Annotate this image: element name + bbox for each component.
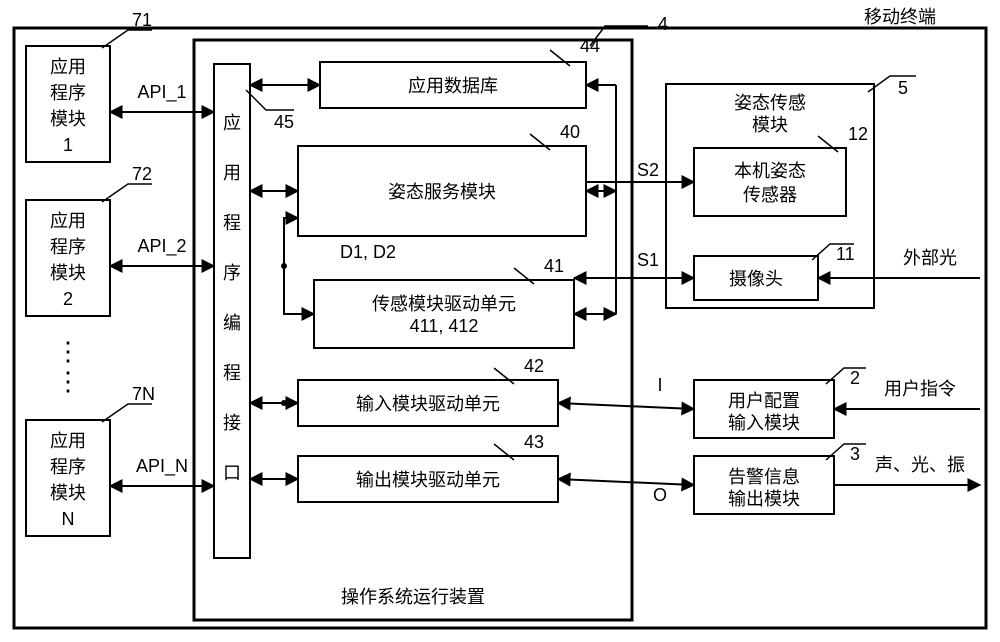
app-module-line: N <box>62 509 75 529</box>
center-label: 输出模块驱动单元 <box>356 470 500 490</box>
app-module-line: 程序 <box>50 457 86 477</box>
s1-label: S1 <box>637 250 659 270</box>
label: 告警信息 <box>728 467 800 487</box>
app-module-line: 1 <box>63 135 73 155</box>
vdots: ⋮ <box>55 336 81 366</box>
leader <box>868 76 916 92</box>
app-module-line: 模块 <box>50 109 86 129</box>
d1d2-label: D1, D2 <box>340 242 396 262</box>
app-module-line: 应用 <box>50 211 86 231</box>
id-44: 44 <box>580 36 600 56</box>
id-43: 43 <box>524 432 544 452</box>
app-module-line: 应用 <box>50 431 86 451</box>
api-interface-char: 程 <box>223 363 241 383</box>
mobile-terminal-title: 移动终端 <box>864 7 936 27</box>
center-label: 传感模块驱动单元 <box>372 294 516 314</box>
junction-dot <box>281 263 287 269</box>
app-module-line: 程序 <box>50 237 86 257</box>
api-label: API_1 <box>137 82 186 103</box>
slv-label: 声、光、振 <box>875 455 965 475</box>
s2-label: S2 <box>637 160 659 180</box>
id-4: 4 <box>658 14 668 34</box>
app-module-line: 程序 <box>50 83 86 103</box>
junction-dot <box>281 400 287 406</box>
label: 传感器 <box>743 185 797 205</box>
label: 输出模块 <box>728 489 800 509</box>
sensor-module-title: 姿态传感 <box>734 93 806 113</box>
id-72: 72 <box>132 164 152 184</box>
user-cmd-label: 用户指令 <box>884 379 956 399</box>
api-interface-char: 序 <box>223 263 241 283</box>
label: 输入模块 <box>728 413 800 433</box>
i-label: I <box>657 375 662 395</box>
label: 用户配置 <box>728 391 800 411</box>
id-12: 12 <box>848 124 868 144</box>
api-interface-box <box>214 64 250 558</box>
center-label: 姿态服务模块 <box>388 182 496 202</box>
api-interface-char: 用 <box>223 163 241 183</box>
api-label: API_2 <box>137 236 186 257</box>
app-module-line: 应用 <box>50 57 86 77</box>
api-interface-char: 接 <box>223 413 241 433</box>
diagram-canvas: 移动终端操作系统运行装置4应用程序模块171API_1应用程序模块272API_… <box>0 0 1000 642</box>
app-module-line: 2 <box>63 289 73 309</box>
id-40: 40 <box>560 122 580 142</box>
center-label: 411, 412 <box>410 316 479 336</box>
o-label: O <box>653 485 667 505</box>
api-interface-char: 程 <box>223 213 241 233</box>
external-light-label: 外部光 <box>903 248 957 268</box>
id-2: 2 <box>850 368 860 388</box>
id-45: 45 <box>274 112 294 132</box>
api-interface-char: 编 <box>223 313 241 333</box>
leader <box>246 90 294 110</box>
api-interface-char: 口 <box>223 463 241 483</box>
label: 摄像头 <box>729 269 783 289</box>
vdots: ⋮ <box>55 366 81 396</box>
local-sensor-box <box>694 148 846 216</box>
id-71: 71 <box>132 10 152 30</box>
api-interface-char: 应 <box>223 113 241 133</box>
center-label: 输入模块驱动单元 <box>356 394 500 414</box>
id-5: 5 <box>898 78 908 98</box>
app-module-line: 模块 <box>50 263 86 283</box>
sensor-module-title: 模块 <box>752 115 788 135</box>
id-11: 11 <box>836 244 855 264</box>
api-label: API_N <box>136 456 188 477</box>
app-module-line: 模块 <box>50 483 86 503</box>
id-42: 42 <box>524 356 544 376</box>
id-3: 3 <box>850 444 860 464</box>
center-block <box>314 280 574 348</box>
id-7N: 7N <box>132 384 155 404</box>
os-runtime-label: 操作系统运行装置 <box>341 587 485 607</box>
id-41: 41 <box>544 256 564 276</box>
center-label: 应用数据库 <box>408 76 498 96</box>
label: 本机姿态 <box>734 161 806 181</box>
